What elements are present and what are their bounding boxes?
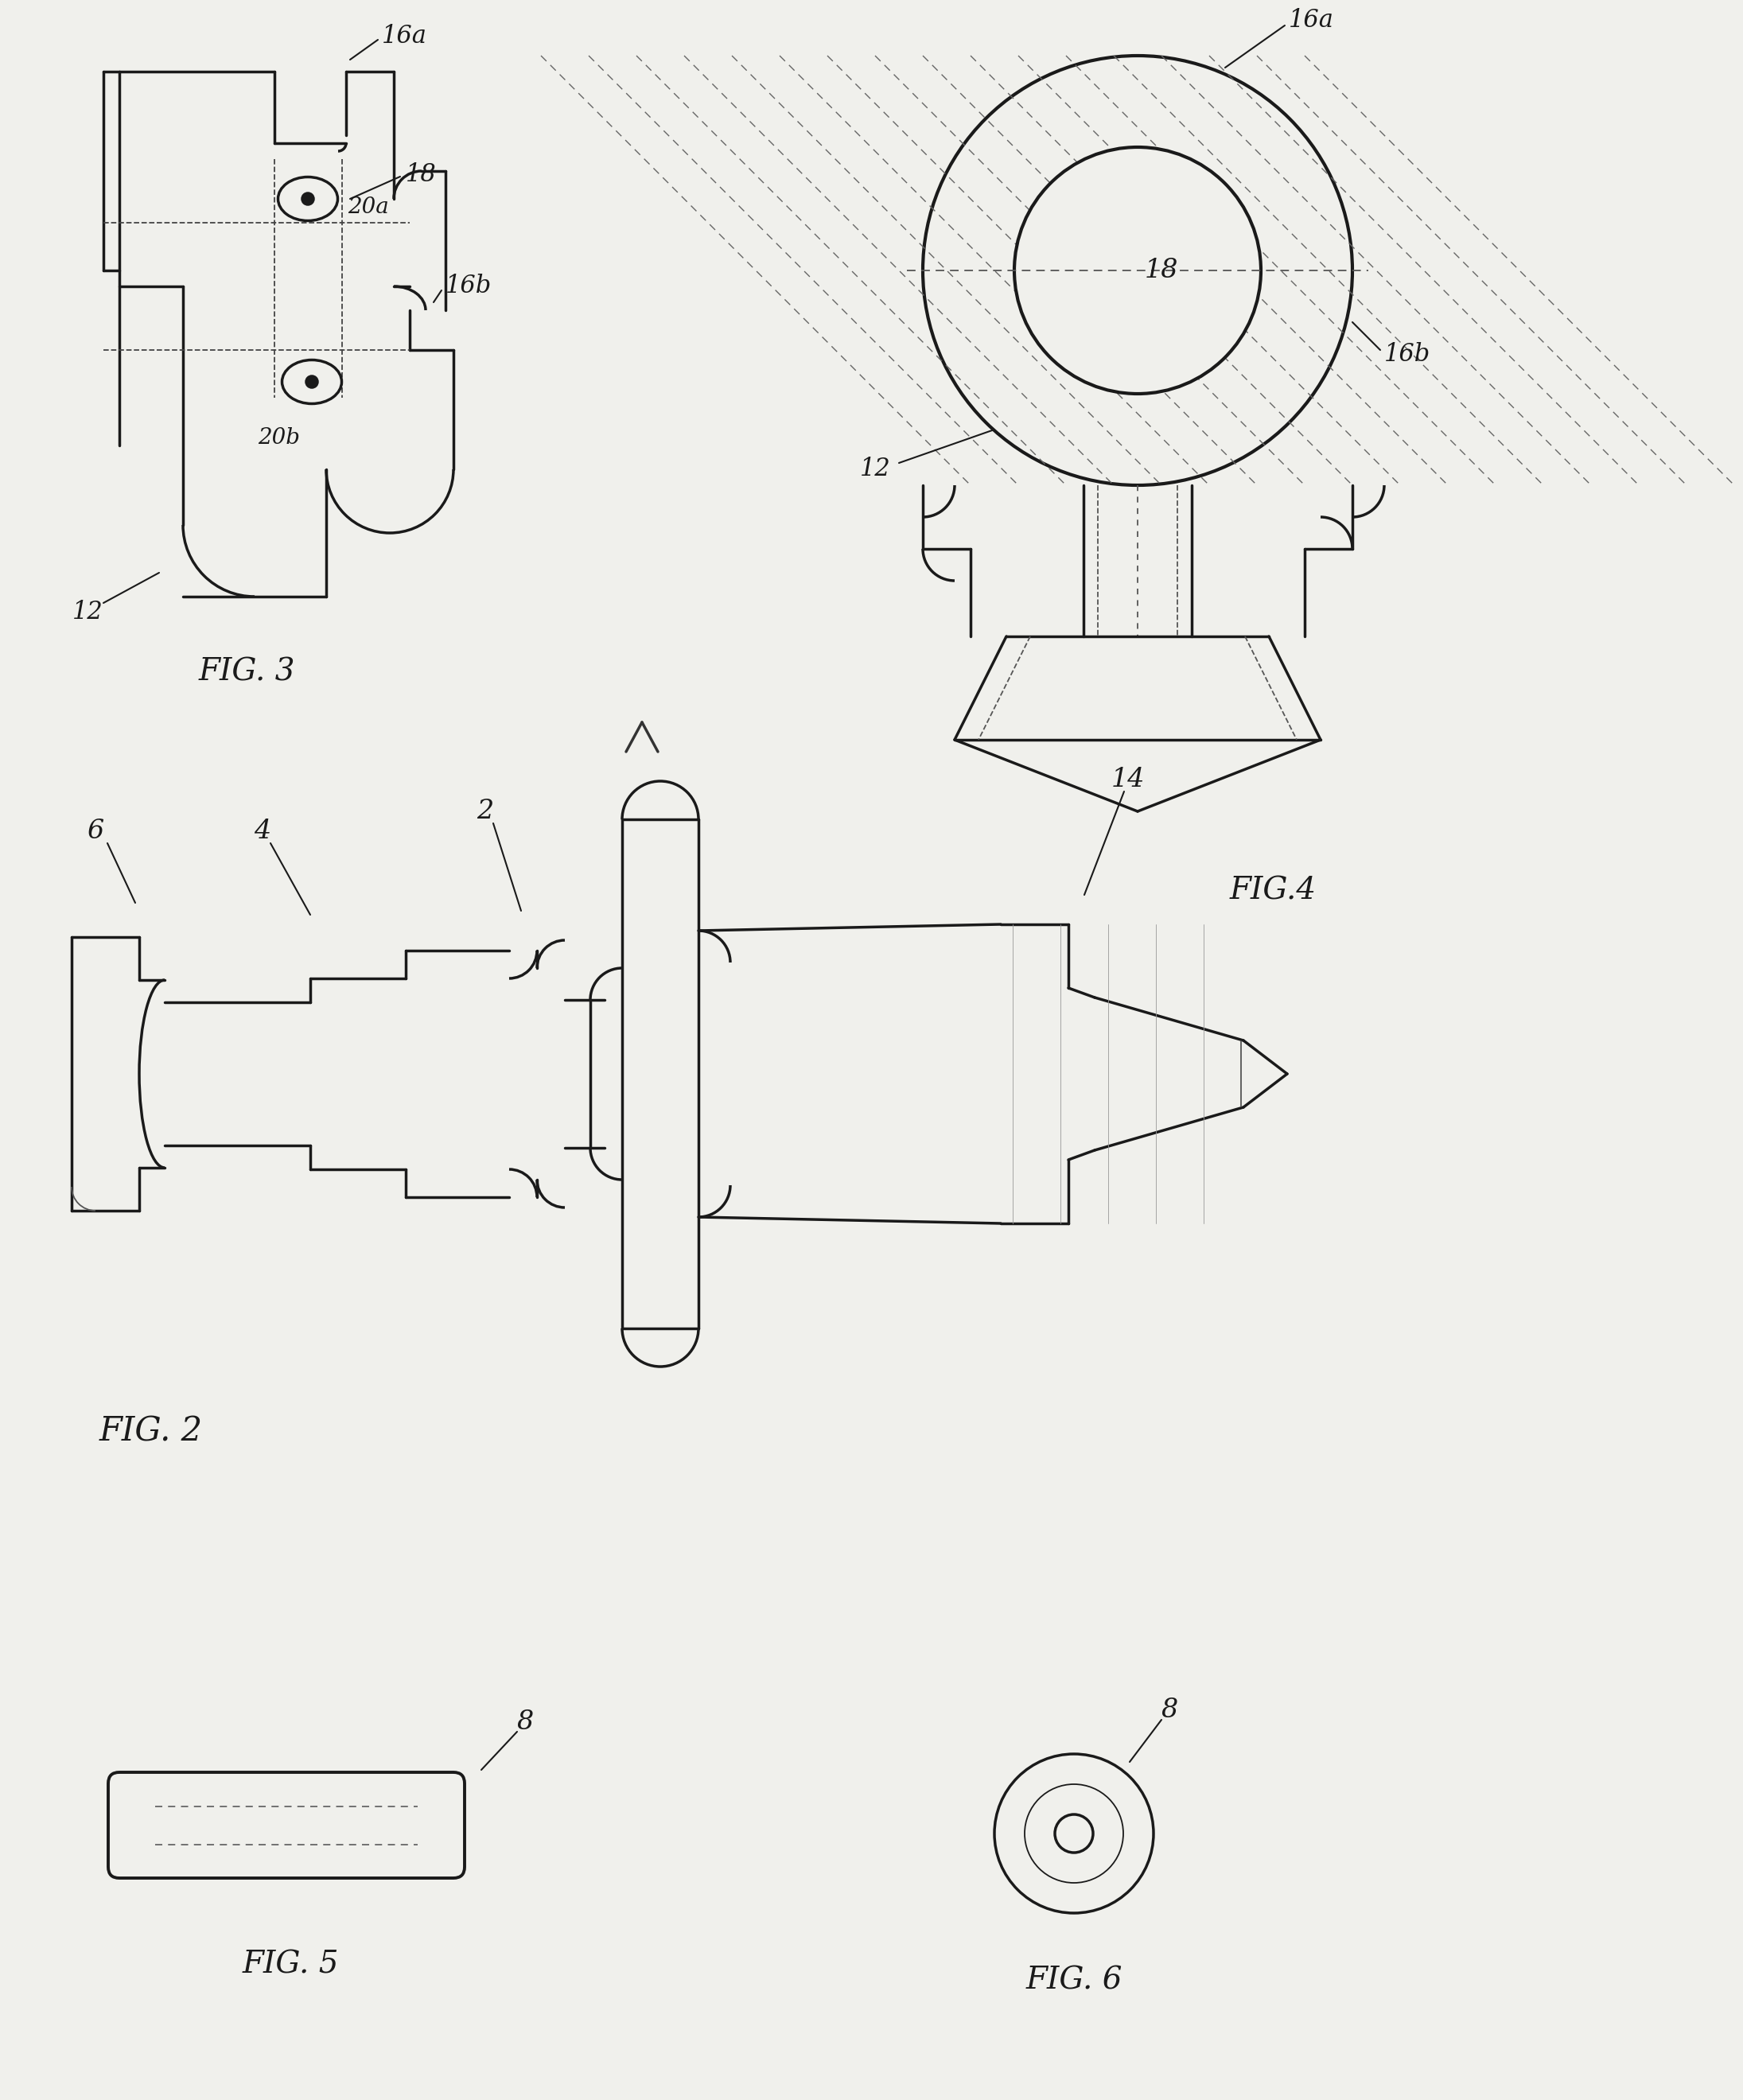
Text: FIG.4: FIG.4 (1229, 876, 1316, 905)
Ellipse shape (282, 359, 342, 403)
Text: 12: 12 (71, 601, 103, 626)
Text: 6: 6 (87, 819, 105, 844)
FancyBboxPatch shape (108, 1772, 465, 1877)
Text: FIG. 5: FIG. 5 (242, 1951, 338, 1980)
Circle shape (1014, 147, 1260, 395)
Circle shape (307, 376, 317, 386)
Circle shape (922, 57, 1353, 485)
Text: FIG. 6: FIG. 6 (1025, 1966, 1122, 1995)
Circle shape (1025, 1785, 1122, 1884)
Text: 16b: 16b (1384, 342, 1431, 365)
Circle shape (1055, 1814, 1093, 1852)
Text: 2: 2 (478, 798, 493, 823)
Text: 16a: 16a (1288, 8, 1333, 32)
Text: 20b: 20b (258, 426, 300, 447)
Text: 16a: 16a (382, 23, 427, 48)
Circle shape (302, 193, 314, 204)
Text: FIG. 2: FIG. 2 (99, 1415, 202, 1449)
Text: 18: 18 (1145, 258, 1178, 283)
Text: 16b: 16b (446, 273, 492, 298)
Text: 8: 8 (1161, 1697, 1178, 1722)
Text: 18: 18 (406, 162, 436, 187)
Text: 12: 12 (859, 458, 891, 481)
Text: 8: 8 (516, 1709, 533, 1735)
Circle shape (995, 1754, 1154, 1913)
Text: 14: 14 (1110, 766, 1145, 792)
Text: 20a: 20a (347, 195, 389, 218)
Ellipse shape (279, 176, 338, 220)
Text: FIG. 3: FIG. 3 (199, 657, 295, 687)
Text: 4: 4 (254, 819, 270, 844)
